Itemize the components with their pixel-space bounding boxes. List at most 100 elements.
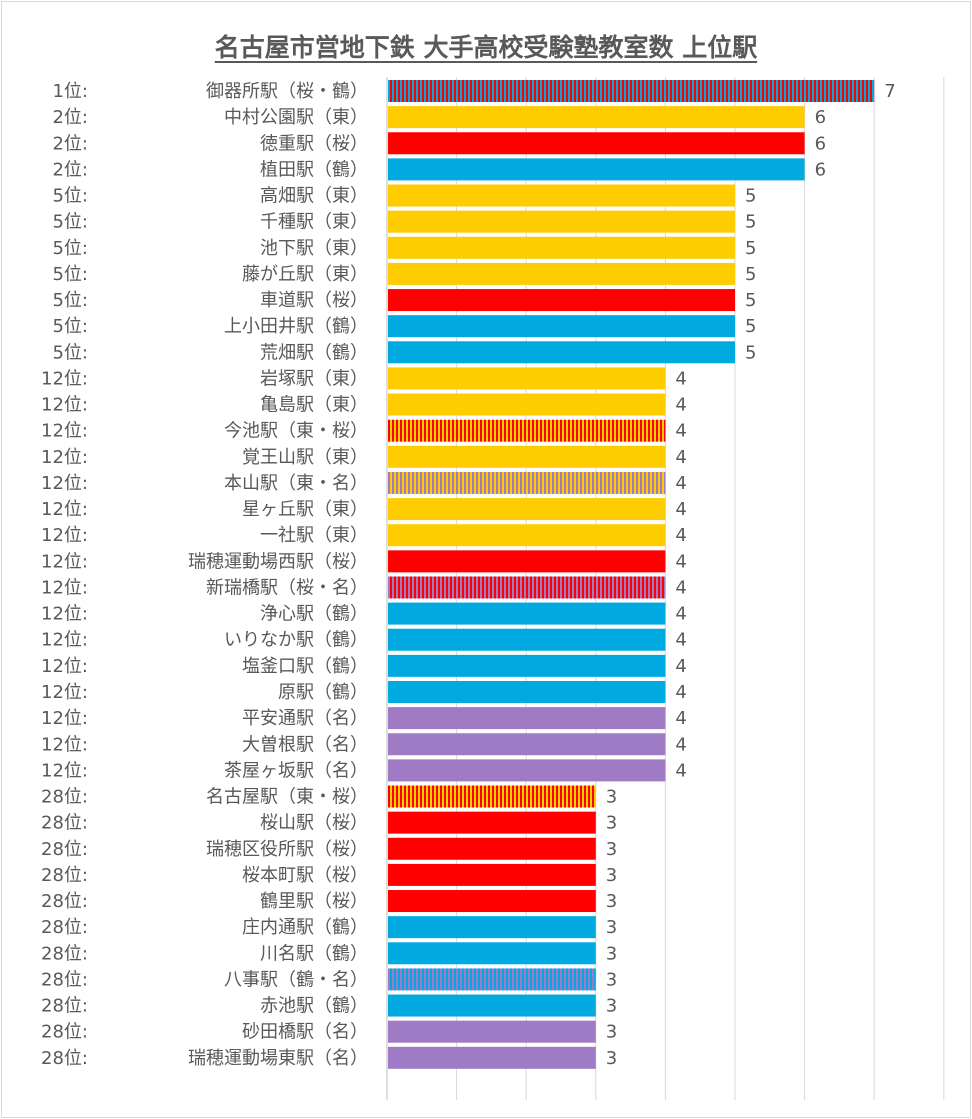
bar xyxy=(388,471,666,494)
bar xyxy=(388,550,666,573)
rank-label: 28位: xyxy=(41,787,88,808)
bar xyxy=(388,680,666,703)
data-label: 4 xyxy=(675,577,686,598)
bar xyxy=(388,367,666,390)
rank-label: 5位: xyxy=(52,290,88,311)
rank-label: 28位: xyxy=(41,943,88,964)
station-label: 砂田橋駅（名） xyxy=(242,1022,368,1043)
station-label: 瑞穂運動場西駅（桜） xyxy=(188,551,368,572)
data-label: 7 xyxy=(884,81,895,102)
rank-label: 12位: xyxy=(41,525,88,546)
data-label: 5 xyxy=(745,316,756,337)
bar xyxy=(388,184,735,207)
bar xyxy=(388,524,666,547)
station-label: 荒畑駅（鶴） xyxy=(260,342,368,363)
rank-label: 12位: xyxy=(41,656,88,677)
data-label: 3 xyxy=(606,813,617,834)
rank-label: 2位: xyxy=(52,159,88,180)
data-label: 3 xyxy=(606,839,617,860)
rank-label: 12位: xyxy=(41,447,88,468)
bar xyxy=(388,733,666,756)
data-label: 3 xyxy=(606,787,617,808)
data-label: 4 xyxy=(675,395,686,416)
bar xyxy=(388,759,666,782)
station-label: 藤が丘駅（東） xyxy=(242,264,368,285)
station-label: 車道駅（桜） xyxy=(260,290,368,311)
rank-label: 28位: xyxy=(41,1048,88,1069)
rank-label: 12位: xyxy=(41,368,88,389)
station-label: 原駅（鶴） xyxy=(278,682,368,703)
station-label: 瑞穂運動場東駅（名） xyxy=(188,1048,368,1069)
rank-label: 12位: xyxy=(41,577,88,598)
data-label: 5 xyxy=(745,264,756,285)
data-label: 6 xyxy=(815,159,826,180)
rank-label: 12位: xyxy=(41,734,88,755)
station-label: 茶屋ヶ坂駅（名） xyxy=(224,760,368,781)
bar xyxy=(388,236,735,259)
rank-label: 12位: xyxy=(41,421,88,442)
station-label: 八事駅（鶴・名） xyxy=(224,969,368,990)
rank-label: 12位: xyxy=(41,682,88,703)
station-label: 池下駅（東） xyxy=(260,238,368,259)
bar xyxy=(388,132,805,155)
data-label: 3 xyxy=(606,917,617,938)
rank-label: 12位: xyxy=(41,760,88,781)
station-label: 大曽根駅（名） xyxy=(242,734,368,755)
station-label: 中村公園駅（東） xyxy=(224,107,368,128)
station-label: 覚王山駅（東） xyxy=(242,447,368,468)
station-label: 今池駅（東・桜） xyxy=(224,421,368,442)
station-label: 亀島駅（東） xyxy=(260,395,368,416)
rank-label: 28位: xyxy=(41,865,88,886)
station-label: 徳重駅（桜） xyxy=(260,133,368,154)
station-label: 一社駅（東） xyxy=(260,525,368,546)
station-label: 瑞穂区役所駅（桜） xyxy=(206,839,368,860)
data-label: 3 xyxy=(606,1022,617,1043)
station-label: 浄心駅（鶴） xyxy=(260,604,368,625)
bar xyxy=(388,341,735,364)
station-label: 塩釜口駅（鶴） xyxy=(242,656,368,677)
bar xyxy=(388,106,805,129)
bar xyxy=(388,602,666,625)
bar xyxy=(388,1020,596,1043)
station-label: 岩塚駅（東） xyxy=(260,368,368,389)
data-label: 4 xyxy=(675,525,686,546)
chart-title: 名古屋市営地下鉄 大手高校受験塾教室数 上位駅 xyxy=(0,28,972,64)
rank-label: 2位: xyxy=(52,107,88,128)
rank-label: 12位: xyxy=(41,473,88,494)
bar xyxy=(388,942,596,965)
data-label: 5 xyxy=(745,238,756,259)
bar xyxy=(388,707,666,730)
bars xyxy=(388,80,875,1069)
station-label: 御器所駅（桜・鶴） xyxy=(206,81,368,102)
rank-label: 28位: xyxy=(41,813,88,834)
rank-label: 5位: xyxy=(52,212,88,233)
bar xyxy=(388,419,666,442)
station-label: 桜山駅（桜） xyxy=(260,813,368,834)
bar xyxy=(388,80,875,102)
bar xyxy=(388,654,666,677)
station-label: 庄内通駅（鶴） xyxy=(242,917,368,938)
data-label: 5 xyxy=(745,342,756,363)
bar xyxy=(388,315,735,338)
bar xyxy=(388,498,666,521)
rank-label: 28位: xyxy=(41,1022,88,1043)
rank-label: 5位: xyxy=(52,264,88,285)
data-label: 4 xyxy=(675,682,686,703)
rank-label: 28位: xyxy=(41,969,88,990)
bar xyxy=(388,158,805,181)
bar xyxy=(388,916,596,939)
rank-label: 28位: xyxy=(41,839,88,860)
bar xyxy=(388,576,666,599)
rank-label: 5位: xyxy=(52,186,88,207)
rank-label: 12位: xyxy=(41,551,88,572)
station-label: 川名駅（鶴） xyxy=(260,943,368,964)
data-label: 5 xyxy=(745,186,756,207)
station-label: 平安通駅（名） xyxy=(242,708,368,729)
bar xyxy=(388,837,596,860)
station-label: 高畑駅（東） xyxy=(260,186,368,207)
rank-label: 12位: xyxy=(41,395,88,416)
data-label: 3 xyxy=(606,996,617,1017)
rank-label: 5位: xyxy=(52,316,88,337)
rank-label: 28位: xyxy=(41,996,88,1017)
